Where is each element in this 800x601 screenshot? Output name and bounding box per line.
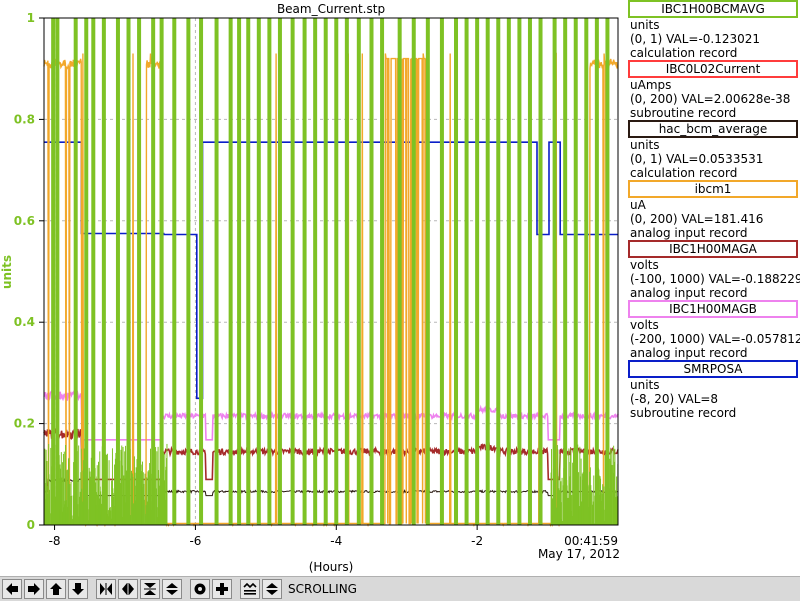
legend-entry-detail: subroutine record [630, 406, 737, 420]
legend-entry[interactable]: IBC0L02Current uAmps (0, 200) VAL=2.00628e… [624, 60, 800, 120]
legend-entry-detail: (-8, 20) VAL=8 [630, 392, 719, 406]
y-tick-label: 0.6 [14, 214, 35, 228]
zoom-in-x-button[interactable] [96, 579, 116, 599]
legend-entry-detail: (-200, 1000) VAL=-0.0578125 [630, 332, 800, 346]
legend-entry-name: hac_bcm_average [628, 120, 798, 138]
legend-entry[interactable]: hac_bcm_average units (0, 1) VAL=0.0533531… [624, 120, 800, 180]
legend-entry-name: IBC1H00BCMAVG [628, 0, 798, 18]
legend-entry-name: SMRPOSA [628, 360, 798, 378]
plus-icon [216, 583, 228, 595]
y-tick-label: 0.2 [14, 417, 35, 431]
legend-entry[interactable]: IBC1H00BCMAVG units (0, 1) VAL=-0.123021 ca… [624, 0, 800, 60]
pan-left-button[interactable] [2, 579, 22, 599]
zoom-out-x-button[interactable] [118, 579, 138, 599]
pan-down-button[interactable] [68, 579, 88, 599]
legend-entry-detail: (0, 1) VAL=-0.123021 [630, 32, 761, 46]
arrow-right-icon [28, 583, 40, 595]
arrow-down-icon [72, 583, 84, 595]
legend-entry-name: IBC1H00MAGA [628, 240, 798, 258]
y-tick-label: 0.4 [14, 315, 35, 329]
zoom-out-y-button[interactable] [162, 579, 182, 599]
crosshair-button[interactable] [212, 579, 232, 599]
scroll-mode-button[interactable] [262, 579, 282, 599]
scroll-mode-icon [266, 583, 278, 595]
zoom-out-x-icon [122, 583, 134, 595]
x-tick-label: -8 [49, 534, 61, 548]
toolbar: SCROLLING [0, 576, 800, 601]
y-tick-label: 0.8 [14, 112, 35, 126]
legend-entry-detail: (0, 1) VAL=0.0533531 [630, 152, 764, 166]
x-axis-label: (Hours) [309, 560, 354, 574]
legend-entry[interactable]: IBC1H00MAGA volts (-100, 1000) VAL=-0.1882… [624, 240, 800, 300]
legend-entry-detail: subroutine record [630, 106, 737, 120]
zoom-in-y-icon [144, 583, 156, 595]
legend-entry-detail: calculation record [630, 46, 738, 60]
plot-frame [43, 17, 619, 526]
x-tick-label: -6 [189, 534, 201, 548]
legend-entry-detail: units [630, 138, 660, 152]
legend-entry-detail: calculation record [630, 166, 738, 180]
x-tick-label: -2 [471, 534, 483, 548]
series-layer [43, 18, 619, 528]
legend-entry-detail: uA [630, 198, 646, 212]
auto-scale-button[interactable] [190, 579, 210, 599]
legend-entry-detail: volts [630, 318, 659, 332]
series-ibc1h00bcmavg [43, 18, 619, 525]
legend-entry-detail: analog input record [630, 346, 748, 360]
scroll-status-text: SCROLLING [288, 582, 357, 596]
arrow-up-icon [50, 583, 62, 595]
y-axis-label: units [0, 255, 14, 289]
circle-dot-icon [194, 583, 206, 595]
legend-entry-detail: (0, 200) VAL=2.00628e-38 [630, 92, 791, 106]
y-tick-label: 0 [27, 518, 35, 532]
x-tick-label: -4 [330, 534, 342, 548]
legend-entry[interactable]: IBC1H00MAGB volts (-200, 1000) VAL=-0.0578… [624, 300, 800, 360]
legend-entry-detail: analog input record [630, 286, 748, 300]
axes: -8 -6 -4 -2 0 0.2 0.4 0.6 0.8 1 [14, 11, 483, 548]
zoom-out-y-icon [166, 583, 178, 595]
end-date-label: May 17, 2012 [538, 547, 620, 561]
arrow-left-icon [6, 583, 18, 595]
legend-entry-name: IBC1H00MAGB [628, 300, 798, 318]
zoom-in-y-button[interactable] [140, 579, 160, 599]
legend-entry-detail: units [630, 378, 660, 392]
config-button[interactable] [240, 579, 260, 599]
legend: IBC1H00BCMAVG units (0, 1) VAL=-0.123021 ca… [624, 0, 800, 420]
pan-right-button[interactable] [24, 579, 44, 599]
strip-chart: -8 -6 -4 -200.20.40.60.81 Beam_Current.stp … [0, 2, 620, 574]
end-time-label: 00:41:59 [564, 534, 618, 548]
legend-entry-name: IBC0L02Current [628, 60, 798, 78]
pan-up-button[interactable] [46, 579, 66, 599]
legend-entry-name: ibcm1 [628, 180, 798, 198]
legend-entry-detail: units [630, 18, 660, 32]
legend-entry[interactable]: ibcm1 uA (0, 200) VAL=181.416 analog input … [624, 180, 800, 240]
y-tick-label: 1 [27, 11, 35, 25]
legend-entry-detail: (0, 200) VAL=181.416 [630, 212, 764, 226]
legend-entry-detail: uAmps [630, 78, 672, 92]
config-icon [243, 582, 257, 595]
chart-title: Beam_Current.stp [277, 2, 385, 16]
legend-entry-detail: analog input record [630, 226, 748, 240]
zoom-in-x-icon [100, 583, 112, 595]
legend-entry[interactable]: SMRPOSA units (-8, 20) VAL=8 subroutine rec… [624, 360, 800, 420]
legend-entry-detail: (-100, 1000) VAL=-0.188229 [630, 272, 800, 286]
legend-entry-detail: volts [630, 258, 659, 272]
